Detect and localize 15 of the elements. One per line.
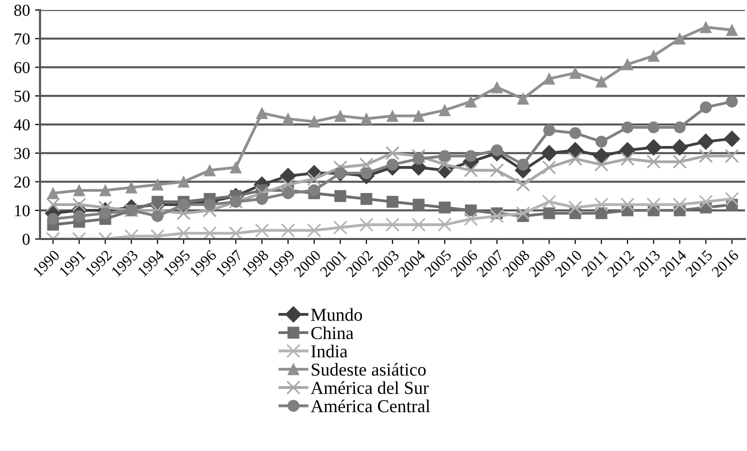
legend-label: Mundo bbox=[311, 308, 362, 321]
y-tick-label: 80 bbox=[14, 4, 30, 16]
legend-label: América Central bbox=[310, 400, 430, 412]
y-tick-label: 50 bbox=[14, 90, 30, 102]
y-tick-label: 10 bbox=[15, 205, 30, 216]
legend-label: India bbox=[311, 344, 348, 358]
legend-label: Sudeste asiático bbox=[312, 363, 426, 376]
y-tick-label: 70 bbox=[14, 33, 30, 45]
y-tick-label: 20 bbox=[14, 176, 30, 188]
legend-label: América del Sur bbox=[310, 381, 429, 394]
y-tick-label: 30 bbox=[14, 148, 30, 160]
y-tick-label: 40 bbox=[14, 119, 30, 130]
y-tick-label: 60 bbox=[14, 62, 30, 74]
y-tick-label: 0 bbox=[22, 234, 30, 245]
legend-label: China bbox=[311, 326, 354, 340]
